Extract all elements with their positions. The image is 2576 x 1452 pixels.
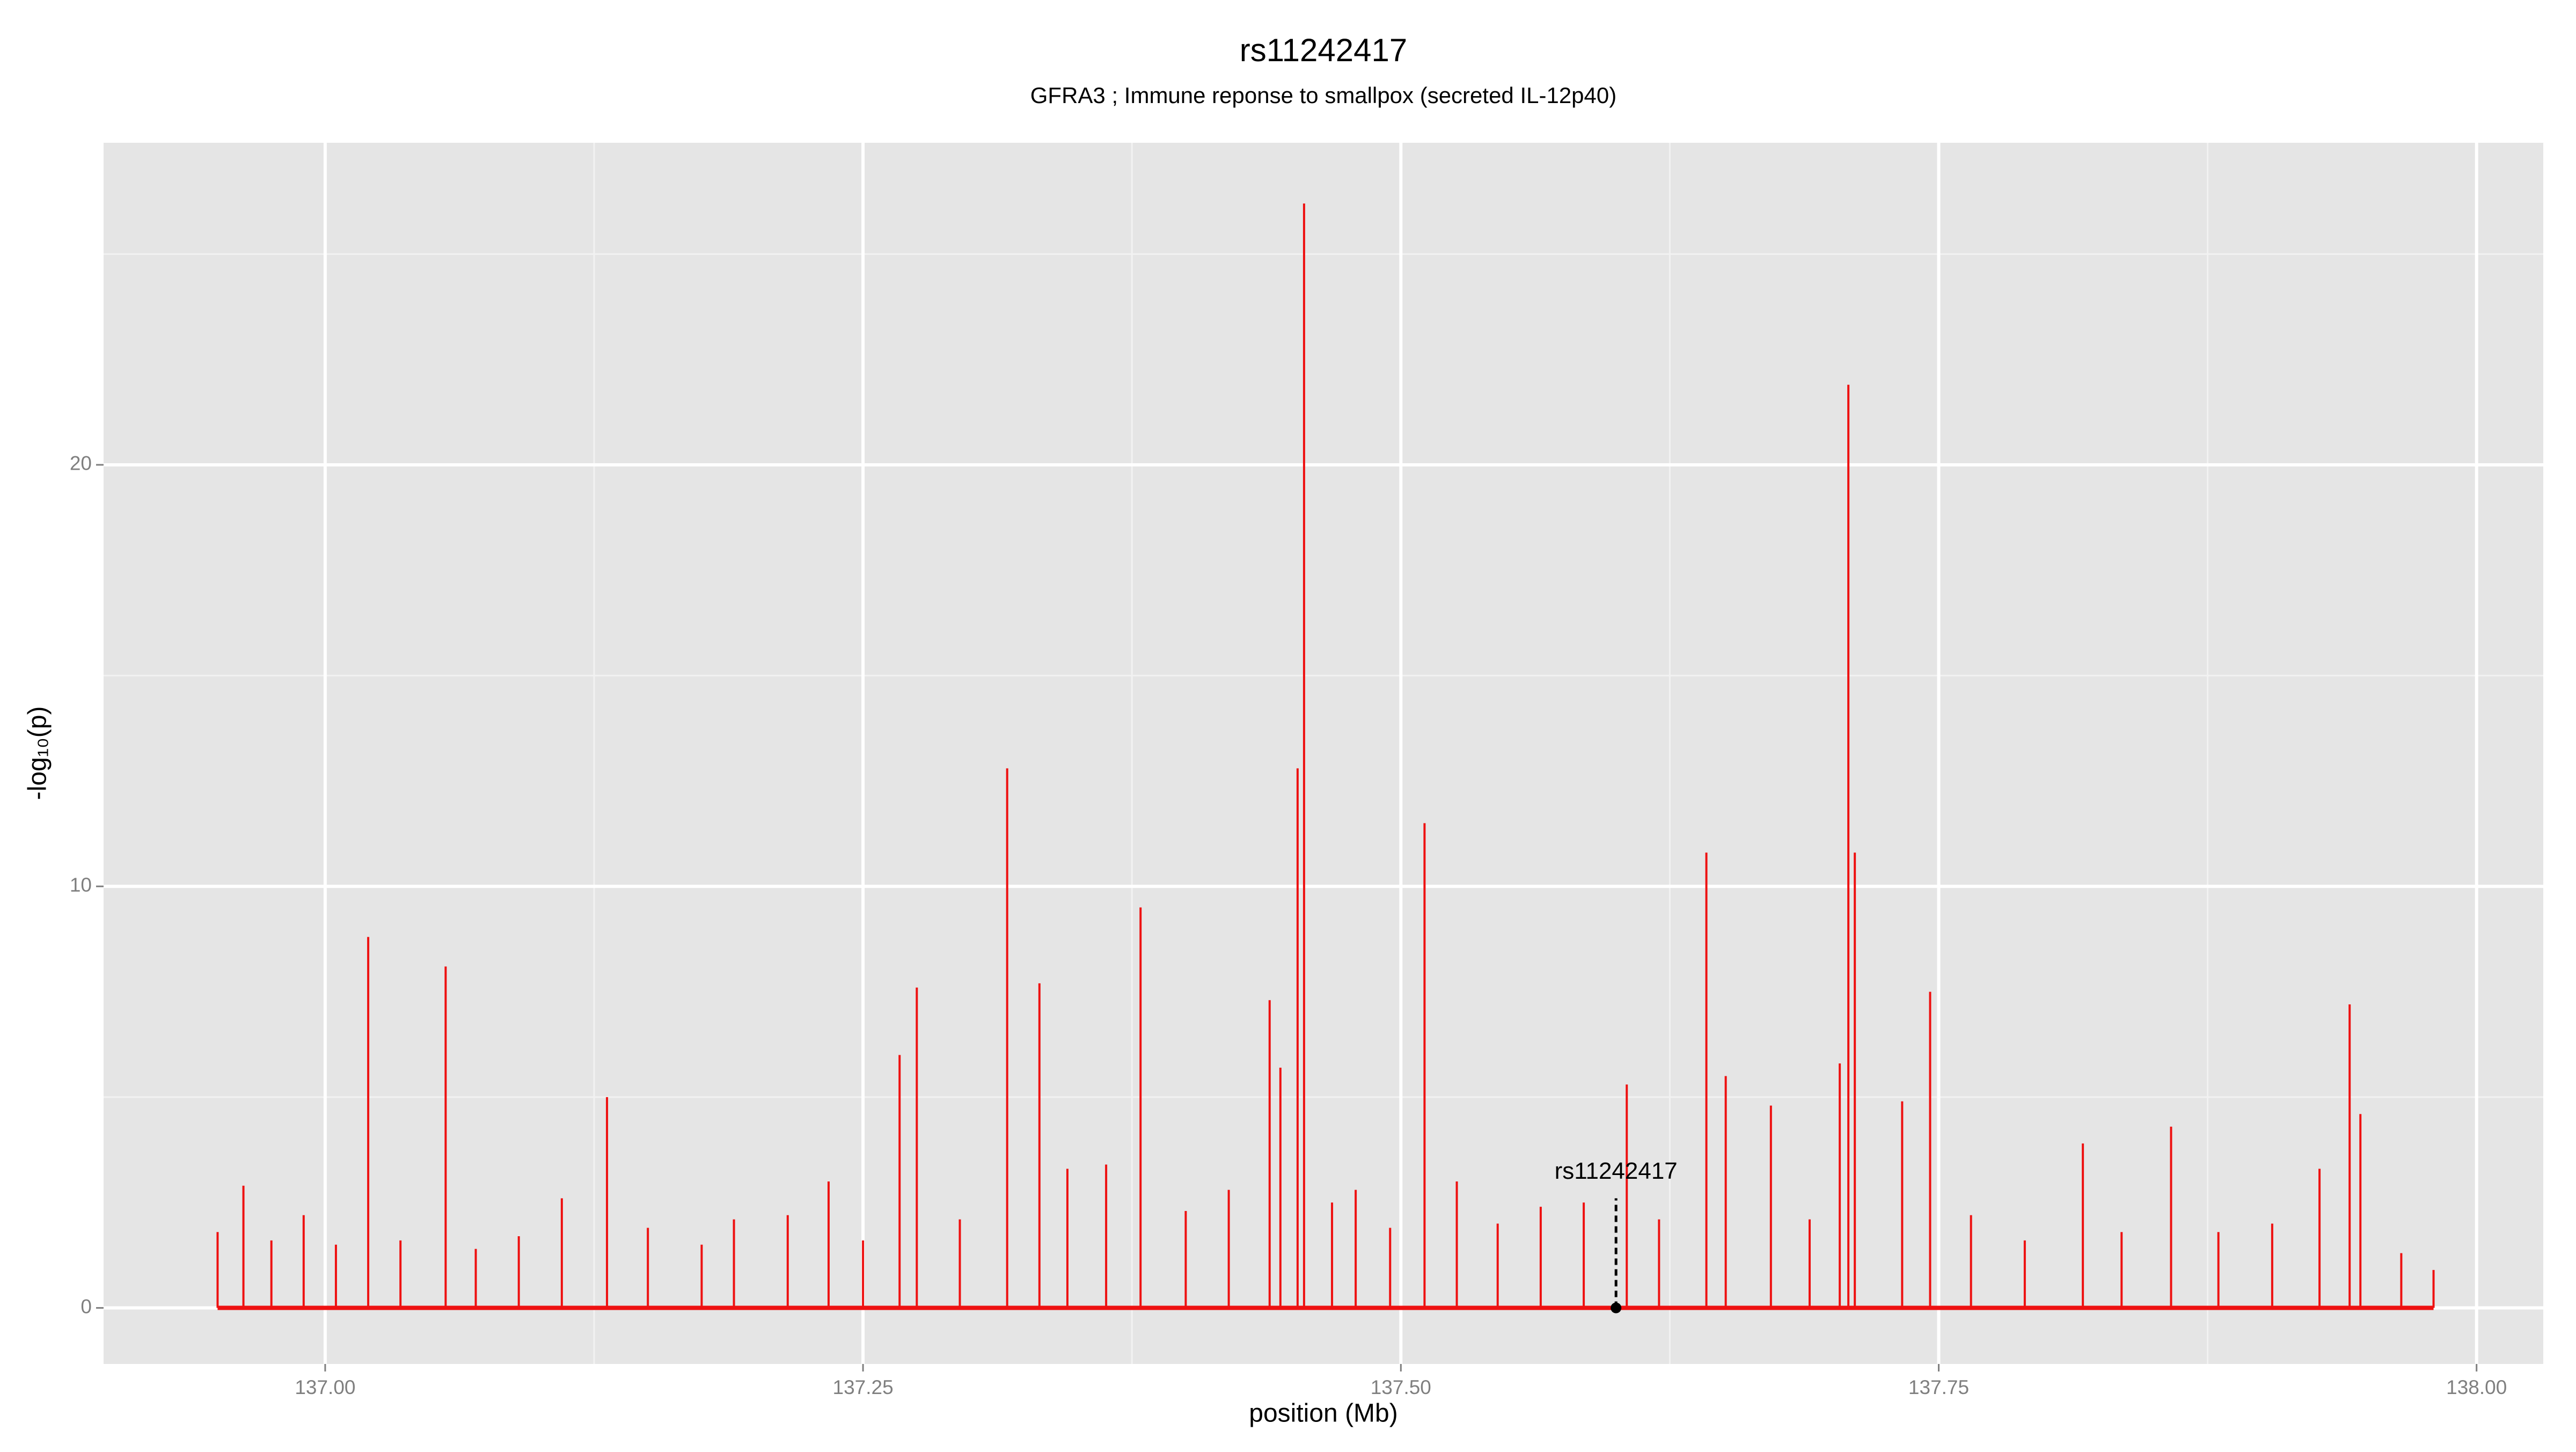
chart-subtitle: GFRA3 ; Immune reponse to smallpox (secr… xyxy=(1030,83,1617,108)
plot-panel xyxy=(104,143,2543,1364)
annotation-point xyxy=(1611,1302,1622,1314)
y-tick-label: 20 xyxy=(70,453,92,475)
x-tick-label: 138.00 xyxy=(2446,1376,2507,1398)
x-tick-label: 137.50 xyxy=(1371,1376,1431,1398)
chart-title: rs11242417 xyxy=(1240,32,1407,68)
x-axis-title: position (Mb) xyxy=(1249,1399,1397,1428)
x-tick-label: 137.75 xyxy=(1908,1376,1969,1398)
x-tick-label: 137.25 xyxy=(833,1376,894,1398)
x-tick-label: 137.00 xyxy=(295,1376,355,1398)
annotation-label: rs11242417 xyxy=(1555,1158,1678,1184)
y-axis-title: -log₁₀(p) xyxy=(24,706,52,800)
y-tick-label: 10 xyxy=(70,874,92,896)
y-tick-label: 0 xyxy=(80,1295,92,1317)
